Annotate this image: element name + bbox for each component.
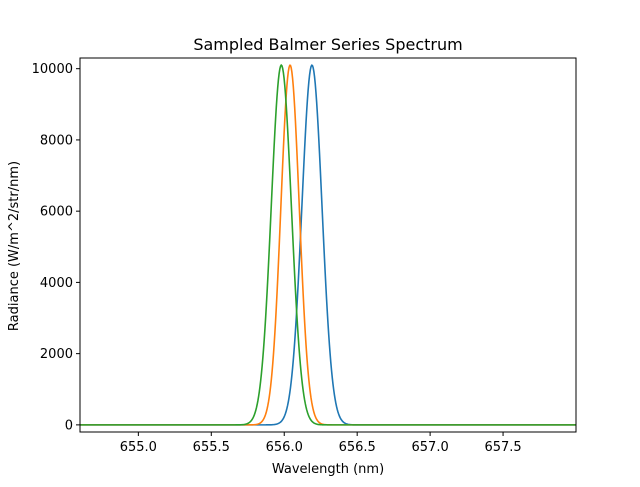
x-tick-label: 656.5 [339, 440, 376, 455]
x-tick-label: 657.5 [484, 440, 521, 455]
series-line-3 [80, 63, 576, 426]
x-tick-label: 656.0 [266, 440, 303, 455]
axes-frame [79, 57, 577, 433]
x-tick-label: 655.0 [120, 440, 157, 455]
y-tick-label: 8000 [40, 133, 73, 148]
y-tick-label: 10000 [32, 62, 73, 77]
y-tick-label: 4000 [40, 276, 73, 291]
y-tick-label: 2000 [40, 347, 73, 362]
x-axis-label: Wavelength (nm) [272, 462, 384, 477]
x-tick-label: 657.0 [412, 440, 449, 455]
y-tick-label: 6000 [40, 205, 73, 220]
y-axis-label: Radiance (W/m^2/str/nm) [7, 161, 22, 331]
x-tick-label: 655.5 [193, 440, 230, 455]
y-tick-label: 0 [65, 418, 73, 433]
chart-title: Sampled Balmer Series Spectrum [193, 35, 462, 54]
plot-area: 655.0 655.5 656.0 656.5 657.0 657.5 0 2000 4000 6… [32, 57, 577, 455]
